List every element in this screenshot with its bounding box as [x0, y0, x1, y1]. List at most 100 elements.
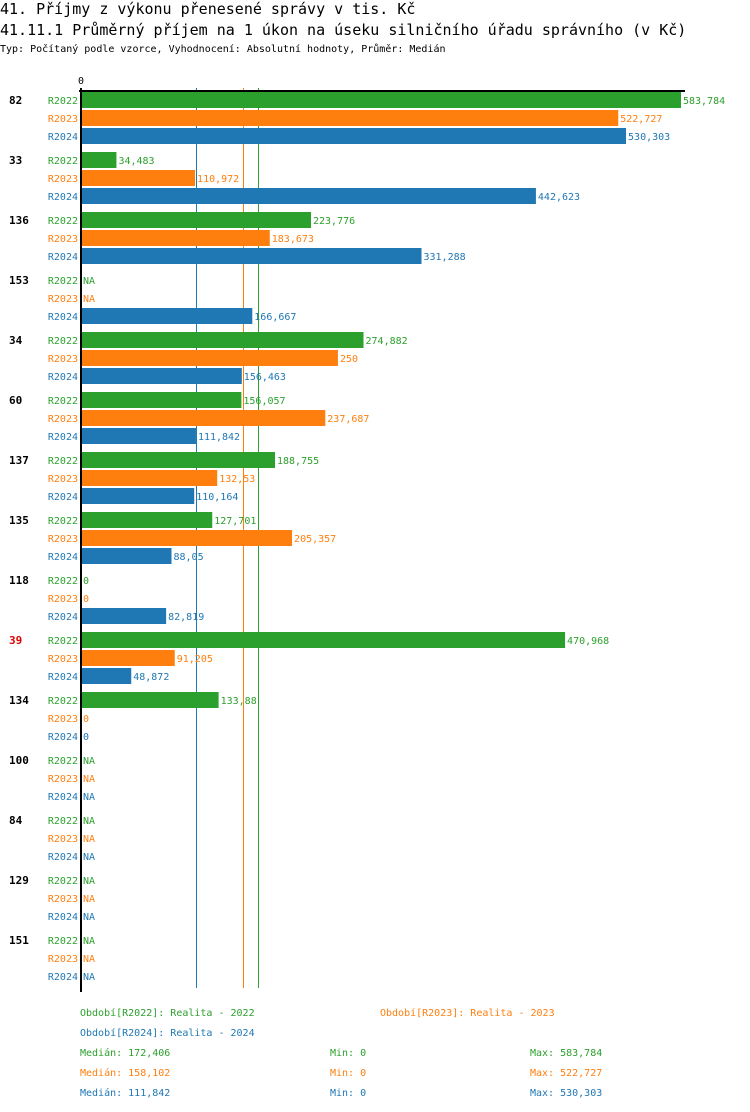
- bar: [81, 332, 364, 348]
- bar: [81, 350, 338, 366]
- category-label: 39: [9, 634, 22, 647]
- data-label: NA: [83, 972, 95, 983]
- data-label: 0: [83, 714, 89, 725]
- series-label: R2023: [48, 534, 78, 545]
- series-label: R2024: [48, 972, 78, 983]
- series-label: R2022: [48, 336, 78, 347]
- data-label: NA: [83, 774, 95, 785]
- data-label: 0: [83, 732, 89, 743]
- data-label: 111,842: [198, 432, 240, 443]
- stat-max-r2022: Max: 583,784: [530, 1048, 603, 1059]
- data-label: 110,972: [197, 174, 239, 185]
- series-label: R2023: [48, 774, 78, 785]
- bar: [81, 188, 536, 204]
- series-label: R2023: [48, 594, 78, 605]
- bar: [81, 488, 195, 504]
- bar: [81, 428, 196, 444]
- series-label: R2023: [48, 234, 78, 245]
- data-label: 223,776: [313, 216, 355, 227]
- series-label: R2023: [48, 354, 78, 365]
- data-label: 583,784: [683, 96, 725, 107]
- bar: [81, 452, 275, 468]
- bar: [81, 170, 196, 186]
- legend-item-r2022: Období[R2022]: Realita - 2022: [80, 1008, 255, 1019]
- series-label: R2024: [48, 912, 78, 923]
- series-label: R2022: [48, 516, 78, 527]
- series-label: R2022: [48, 456, 78, 467]
- series-label: R2023: [48, 714, 78, 725]
- data-label: NA: [83, 816, 95, 827]
- data-label: 91,205: [177, 654, 213, 665]
- data-label: 274,882: [366, 336, 408, 347]
- data-label: NA: [83, 912, 95, 923]
- data-label: 183,673: [272, 234, 314, 245]
- data-label: 205,357: [294, 534, 336, 545]
- series-label: R2024: [48, 732, 78, 743]
- series-label: R2023: [48, 174, 78, 185]
- bar: [81, 248, 422, 264]
- data-label: NA: [83, 852, 95, 863]
- category-label: 153: [9, 274, 29, 287]
- data-label: 132,53: [219, 474, 255, 485]
- stat-median-r2024: Medián: 111,842: [80, 1088, 171, 1099]
- stat-median-r2023: Medián: 158,102: [80, 1068, 171, 1079]
- legend-item-r2023: Období[R2023]: Realita - 2023: [380, 1008, 555, 1019]
- series-label: R2022: [48, 276, 78, 287]
- bar: [81, 368, 242, 384]
- category-label: 135: [9, 514, 29, 527]
- series-label: R2022: [48, 96, 78, 107]
- category-label: 33: [9, 154, 22, 167]
- bar: [81, 548, 172, 564]
- bar-chart: 0 82 R2022 583,784 R2023 522,727 R2024 530,303 3…: [9, 76, 725, 992]
- bar: [81, 128, 627, 144]
- series-label: R2023: [48, 954, 78, 965]
- category-label: 84: [9, 814, 23, 827]
- data-label: 88,05: [173, 552, 203, 563]
- series-label: R2022: [48, 816, 78, 827]
- series-label: R2022: [48, 216, 78, 227]
- category-label: 137: [9, 454, 29, 467]
- legend-item-r2024: Období[R2024]: Realita - 2024: [80, 1028, 255, 1039]
- series-label: R2024: [48, 672, 78, 683]
- stat-min-r2024: Min: 0: [330, 1088, 367, 1099]
- category-label: 129: [9, 874, 29, 887]
- series-label: R2024: [48, 192, 78, 203]
- data-label: 0: [83, 576, 89, 587]
- series-label: R2022: [48, 156, 78, 167]
- data-label: 522,727: [620, 114, 662, 125]
- series-label: R2024: [48, 792, 78, 803]
- series-label: R2022: [48, 936, 78, 947]
- stat-max-r2024: Max: 530,303: [530, 1088, 603, 1099]
- bar: [81, 230, 270, 246]
- series-label: R2023: [48, 894, 78, 905]
- series-label: R2022: [48, 396, 78, 407]
- series-label: R2023: [48, 654, 78, 665]
- data-label: 0: [83, 594, 89, 605]
- category-label: 60: [9, 394, 22, 407]
- series-label: R2023: [48, 294, 78, 305]
- bar: [81, 212, 311, 228]
- bar: [81, 650, 175, 666]
- data-label: NA: [83, 756, 95, 767]
- category-label: 100: [9, 754, 29, 767]
- page-title: 41. Příjmy z výkonu přenesené správy v t…: [0, 0, 416, 18]
- data-label: 188,755: [277, 456, 319, 467]
- stat-min-r2022: Min: 0: [330, 1048, 367, 1059]
- data-label: 110,164: [196, 492, 238, 503]
- series-label: R2023: [48, 414, 78, 425]
- bar: [81, 308, 253, 324]
- data-label: 127,701: [214, 516, 256, 527]
- series-label: R2024: [48, 312, 78, 323]
- data-label: 82,819: [168, 612, 204, 623]
- bar: [81, 692, 219, 708]
- data-label: 442,623: [538, 192, 580, 203]
- stat-min-r2023: Min: 0: [330, 1068, 367, 1079]
- data-label: 470,968: [567, 636, 609, 647]
- series-label: R2023: [48, 834, 78, 845]
- series-label: R2024: [48, 852, 78, 863]
- bar: [81, 410, 326, 426]
- series-label: R2024: [48, 132, 78, 143]
- bar: [81, 512, 213, 528]
- bar: [81, 92, 681, 108]
- series-label: R2022: [48, 756, 78, 767]
